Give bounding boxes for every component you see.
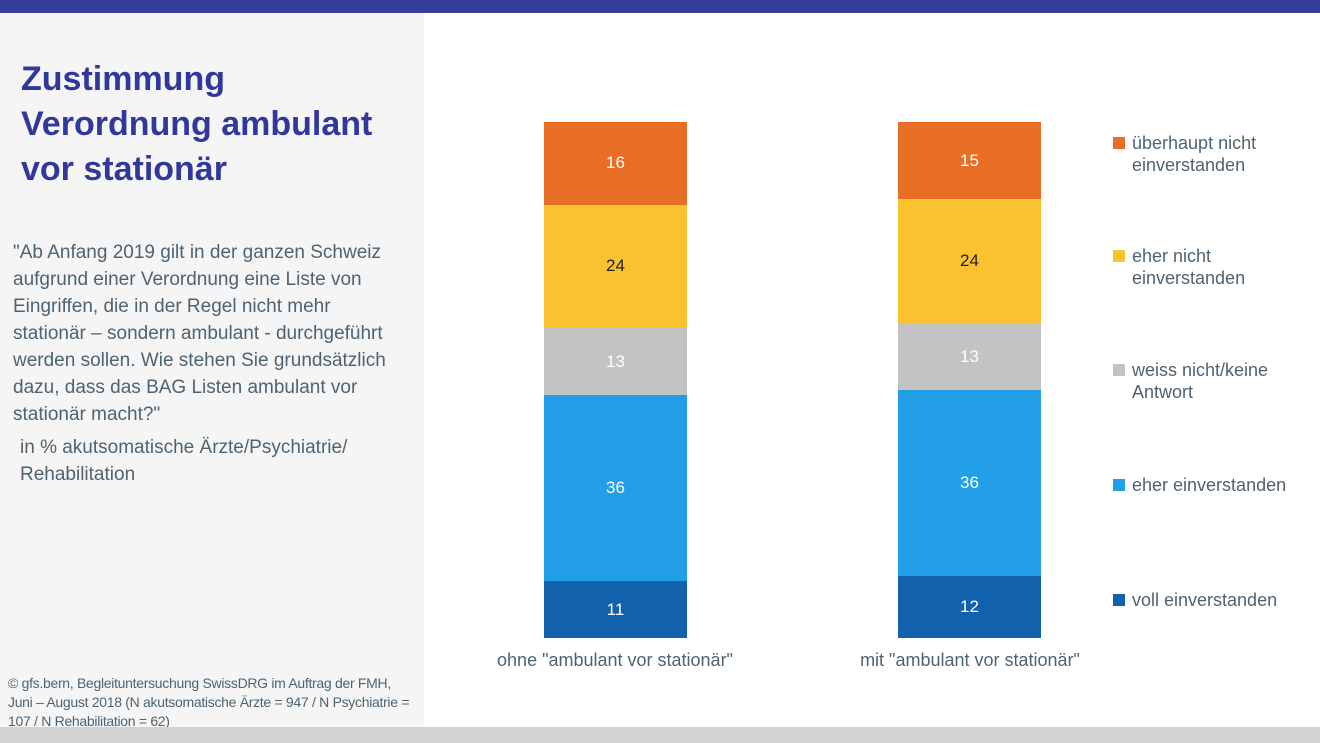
- bar-column-mit: 15 24 13 36 12: [898, 122, 1041, 638]
- legend-swatch: [1113, 364, 1125, 376]
- legend-item: voll einverstanden: [1113, 589, 1307, 611]
- bar-segment: 15: [898, 122, 1041, 200]
- top-brand-bar: [0, 0, 1320, 13]
- bar-value-label: 11: [606, 599, 625, 619]
- survey-question: "Ab Anfang 2019 gilt in der ganzen Schwe…: [13, 242, 386, 425]
- bar-segment: 11: [544, 581, 687, 638]
- legend-item: weiss nicht/keine Antwort: [1113, 359, 1307, 403]
- bar-column-ohne: 16 24 13 36 11: [544, 122, 687, 638]
- bar-segment: 13: [544, 328, 687, 396]
- bar-value-label: 36: [606, 478, 625, 498]
- bar-value-label: 16: [606, 153, 625, 173]
- bar-segment: 36: [898, 390, 1041, 577]
- legend-label: eher nicht einverstanden: [1132, 246, 1246, 288]
- bar-value-label: 12: [960, 597, 979, 616]
- bar-value-label: 13: [960, 346, 979, 366]
- page-title: Zustimmung Verordnung ambulant vor stati…: [21, 60, 373, 188]
- category-label-mit: mit "ambulant vor stationär": [860, 650, 1080, 670]
- legend-item: eher nicht einverstanden: [1113, 245, 1307, 289]
- bar-segment: 13: [898, 323, 1041, 391]
- bottom-strip: [0, 727, 1320, 743]
- bar-segment: 36: [544, 395, 687, 582]
- legend-swatch: [1113, 594, 1125, 606]
- bar-value-label: 13: [606, 351, 625, 371]
- unit-note: in % akutsomatische Ärzte/Psychiatrie/ R…: [20, 437, 348, 485]
- source-note: © gfs.bern, Begleituntersuchung SwissDRG…: [8, 675, 410, 729]
- legend-label: voll einverstanden: [1132, 590, 1278, 610]
- bar-segment: 24: [544, 204, 687, 329]
- legend-label: weiss nicht/keine Antwort: [1132, 360, 1269, 402]
- bar-value-label: 24: [960, 251, 979, 271]
- legend: überhaupt nicht einverstanden eher nicht …: [1113, 122, 1313, 638]
- bar-value-label: 24: [606, 256, 625, 276]
- left-panel: Zustimmung Verordnung ambulant vor stati…: [0, 13, 424, 729]
- bar-segment: 24: [898, 199, 1041, 324]
- bar-value-label: 15: [960, 150, 979, 170]
- legend-item: eher einverstanden: [1113, 474, 1307, 496]
- bar-segment: 16: [544, 122, 687, 205]
- legend-swatch: [1113, 250, 1125, 262]
- legend-label: eher einverstanden: [1132, 475, 1287, 495]
- chart-area: 16 24 13 36 11 15 24 13 36 12 ohne "ambulant vor…: [424, 13, 1320, 727]
- bar-segment: 12: [898, 576, 1041, 638]
- legend-item: überhaupt nicht einverstanden: [1113, 132, 1307, 176]
- legend-label: überhaupt nicht einverstanden: [1132, 133, 1257, 175]
- category-label-ohne: ohne "ambulant vor stationär": [497, 650, 733, 670]
- legend-swatch: [1113, 137, 1125, 149]
- bar-value-label: 36: [960, 473, 979, 493]
- legend-swatch: [1113, 479, 1125, 491]
